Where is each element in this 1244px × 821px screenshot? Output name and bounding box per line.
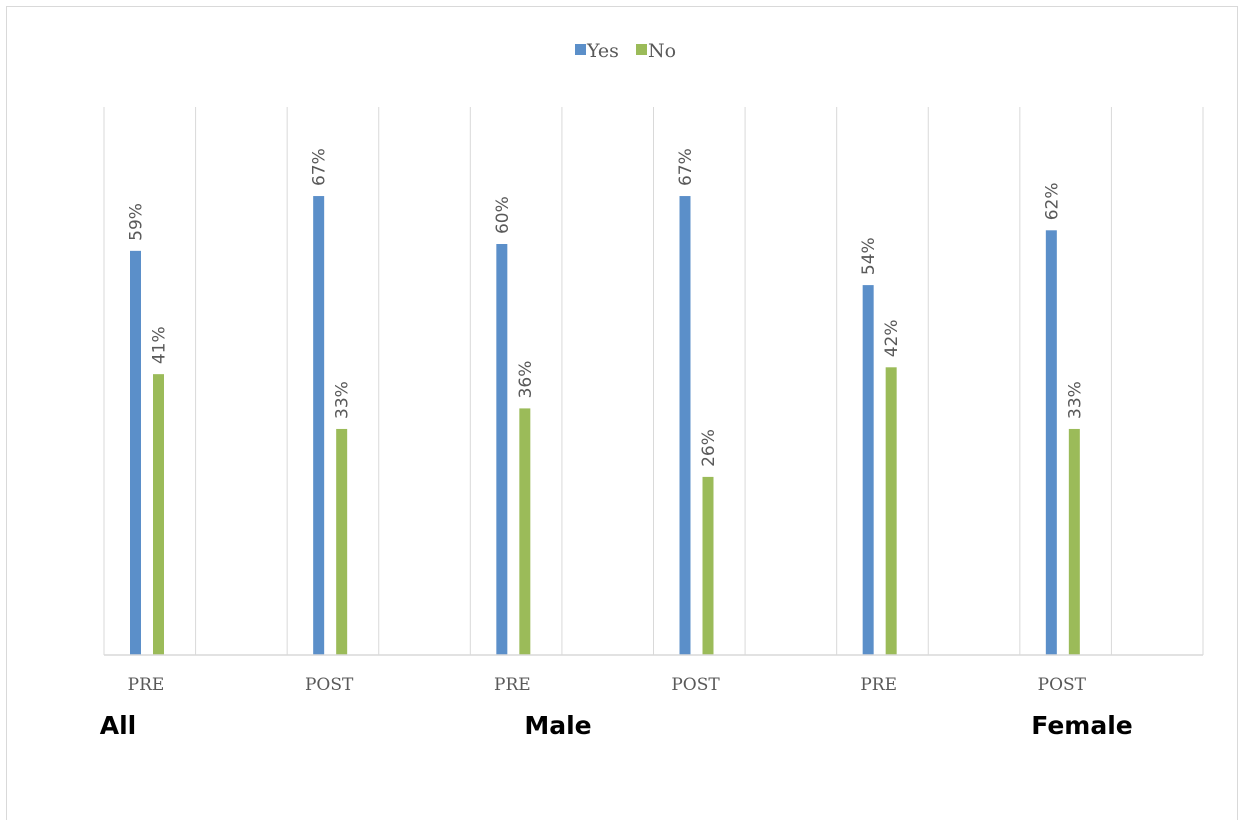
data-label: 41% (150, 326, 170, 364)
bar-no (519, 408, 531, 655)
group-label: Female (1031, 711, 1132, 740)
gridlines (103, 107, 1204, 655)
group-label: Male (524, 711, 591, 740)
tick-label: POST (305, 675, 354, 695)
bar-no (702, 476, 714, 655)
legend-label-yes: Yes (586, 40, 619, 62)
bars (130, 196, 1080, 656)
tick-label: PRE (494, 675, 531, 695)
legend-swatch-yes (575, 44, 586, 55)
group-label: All (100, 711, 137, 740)
tick-label: PRE (860, 675, 897, 695)
data-label: 54% (859, 237, 879, 275)
legend-swatch-no (636, 44, 647, 55)
data-label: 36% (516, 361, 536, 399)
bar-no (153, 374, 164, 655)
data-labels: 59% 41% 67% 33% 60% 36% 67% 26% 54% 42% 62% 33% (127, 148, 1086, 467)
data-label: 42% (882, 320, 902, 358)
legend: Yes No (575, 40, 676, 62)
bar-yes (496, 244, 508, 655)
tick-label: PRE (128, 675, 165, 695)
data-label: 26% (699, 429, 719, 467)
data-label: 59% (127, 203, 147, 241)
x-axis: PRE POST All PRE POST Male PRE POST Female (100, 654, 1203, 740)
data-label: 67% (310, 148, 330, 186)
bar-no (1068, 428, 1080, 655)
data-label: 33% (333, 381, 353, 419)
data-label: 62% (1042, 183, 1062, 221)
legend-label-no: No (648, 40, 676, 62)
bar-yes (679, 196, 691, 656)
bar-yes (862, 285, 874, 655)
bar-yes (313, 196, 325, 656)
bar-no (885, 367, 897, 655)
data-label: 33% (1065, 381, 1085, 419)
data-label: 67% (676, 148, 696, 186)
tick-label: POST (1038, 675, 1087, 695)
bar-no (336, 428, 348, 655)
tick-label: POST (671, 675, 720, 695)
bar-chart: 59% 41% 67% 33% 60% 36% 67% 26% 54% 42% 62% 33% PRE… (100, 40, 1204, 740)
data-label: 60% (493, 196, 513, 234)
bar-yes (130, 250, 141, 655)
bar-yes (1045, 230, 1057, 656)
chart-frame: 59% 41% 67% 33% 60% 36% 67% 26% 54% 42% 62% 33% PRE… (6, 6, 1238, 820)
